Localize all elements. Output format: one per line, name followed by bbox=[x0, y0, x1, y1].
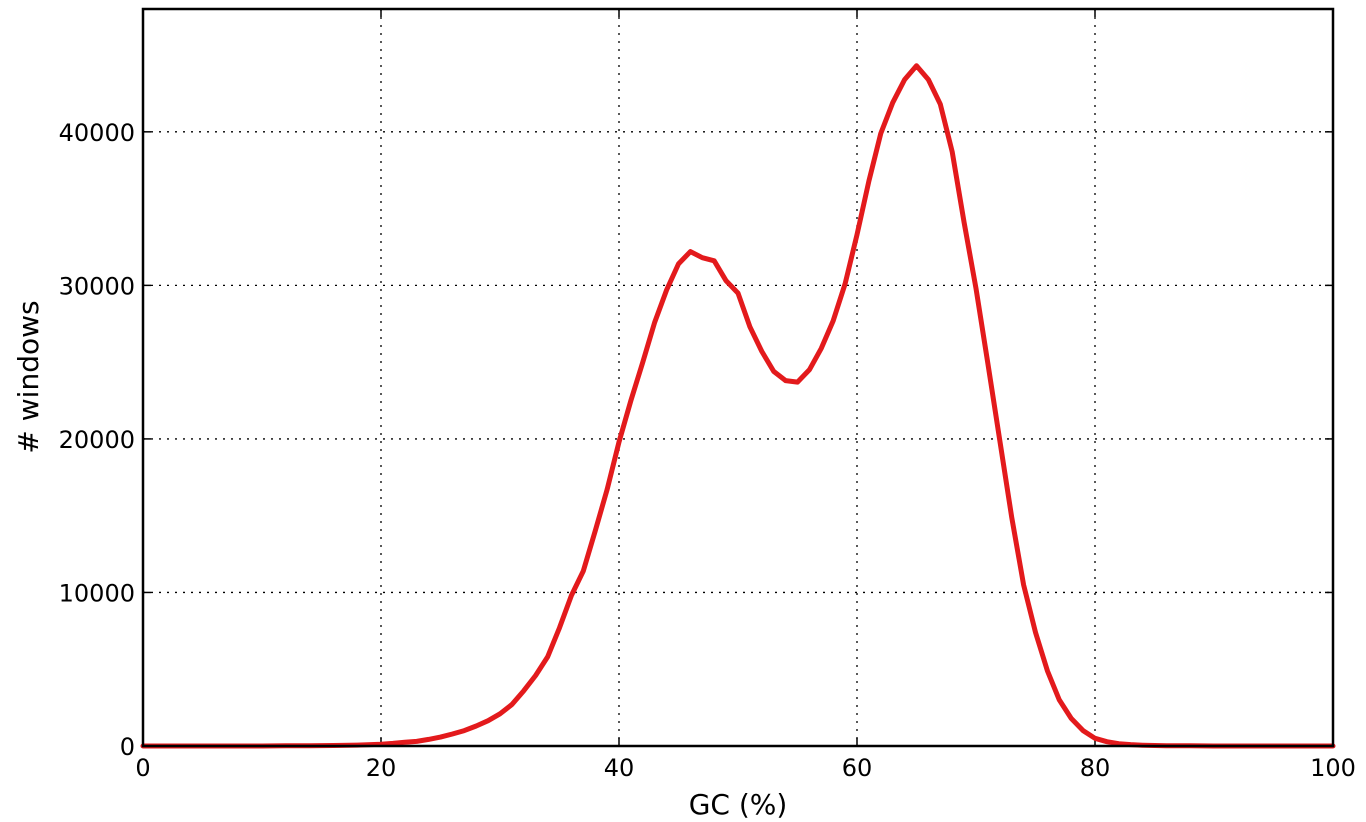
y-axis-title: # windows bbox=[12, 300, 45, 453]
plot-frame bbox=[141, 7, 1335, 748]
y-tick-label: 10000 bbox=[59, 579, 135, 607]
y-tick-labels: 0 10000 20000 30000 40000 bbox=[59, 119, 135, 761]
x-tick-label: 60 bbox=[842, 754, 873, 782]
x-tick-label: 80 bbox=[1080, 754, 1111, 782]
x-tick-label: 20 bbox=[366, 754, 397, 782]
grid-lines bbox=[143, 9, 1333, 746]
y-tick-label: 40000 bbox=[59, 119, 135, 147]
x-tick-label: 0 bbox=[135, 754, 150, 782]
tick-marks bbox=[142, 9, 1334, 747]
y-tick-label: 0 bbox=[120, 733, 135, 761]
series-line bbox=[140, 63, 1336, 749]
x-tick-label: 40 bbox=[604, 754, 635, 782]
x-tick-labels: 0 20 40 60 80 100 bbox=[135, 754, 1356, 782]
x-axis-title: GC (%) bbox=[689, 788, 788, 821]
y-tick-label: 20000 bbox=[59, 426, 135, 454]
x-tick-label: 100 bbox=[1310, 754, 1356, 782]
y-tick-label: 30000 bbox=[59, 272, 135, 300]
